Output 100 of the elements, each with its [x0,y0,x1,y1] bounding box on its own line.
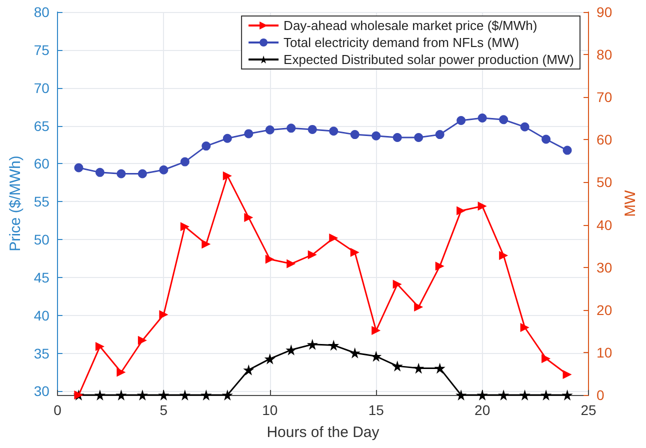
point [414,133,424,142]
y-tick-label: 35 [34,345,50,362]
point [562,146,572,155]
point [540,390,552,400]
legend-label: Total electricity demand from NFLs (MW) [284,35,520,50]
y-tick-label: 50 [34,232,50,248]
point [136,390,148,400]
point [202,142,211,151]
x-tick-label: 15 [368,402,384,418]
point [370,350,382,362]
point [434,362,446,374]
point [264,353,276,364]
y-tick-label: 60 [34,156,50,172]
point [116,169,126,178]
y-tick-label: 65 [34,118,50,134]
point [520,323,530,332]
point [456,116,466,126]
point [306,338,318,350]
point [286,344,297,356]
point [222,390,233,400]
point [392,280,402,289]
point [372,131,381,140]
point [562,370,572,380]
point [243,364,254,376]
y2-tick-label: 0 [596,387,605,403]
legend-label: Expected Distributed solar power production (MW) [284,52,574,67]
point [456,206,466,216]
point [180,222,190,232]
point [179,390,190,400]
y-tick-label: 70 [34,80,50,96]
point [329,234,338,243]
y2-tick-label: 30 [596,259,612,276]
legend-label: Day-ahead wholesale market price ($/MWh) [284,18,538,33]
point [542,354,551,364]
point [222,171,232,180]
point [435,262,444,271]
point [180,157,190,166]
point [435,130,444,140]
y2-tick-label: 60 [596,132,612,148]
x-tick-label: 20 [474,402,490,418]
point [414,302,424,312]
point [138,169,147,178]
y2-tick-label: 90 [596,4,612,20]
point [286,124,296,133]
y2-axis-title: MW [622,189,639,217]
y-tick-label: 45 [34,269,50,286]
point [200,390,212,400]
point [519,390,530,400]
point [350,248,360,257]
point [413,362,424,374]
point [499,115,508,124]
y2-tick-label: 50 [596,174,612,190]
point [265,125,274,134]
point [286,259,296,268]
y-axis-title: Price ($/MWh) [7,156,24,252]
point [520,122,530,132]
y-tick-label: 30 [34,383,50,400]
point [350,130,360,140]
point [158,390,170,400]
point [159,165,168,174]
point [308,250,317,260]
y-tick-label: 40 [34,307,50,324]
y2-tick-label: 70 [596,89,612,106]
point [329,126,338,136]
point [159,310,168,320]
x-tick-label: 10 [262,402,278,418]
point [498,390,510,400]
y-tick-label: 80 [34,4,50,20]
point [265,254,274,264]
point [95,168,104,177]
point [478,202,487,211]
point [95,342,104,351]
y2-tick-label: 40 [596,216,612,233]
point [478,113,487,122]
point [74,163,84,172]
point [308,124,317,134]
point [476,390,488,400]
point [138,336,147,345]
y2-tick-label: 10 [596,344,612,360]
point [372,326,381,336]
point [392,133,402,142]
point [349,347,360,358]
point [244,129,254,138]
y2-tick-label: 20 [596,302,612,318]
x-axis-title: Hours of the Day [266,424,380,441]
y2-tick-label: 80 [596,46,612,63]
x-tick-label: 5 [160,402,168,418]
point [202,240,211,249]
point [244,213,254,222]
point [562,390,573,400]
point [222,134,232,143]
point [392,360,403,372]
point [116,390,127,400]
x-tick-label: 0 [54,402,62,418]
point [94,390,106,400]
point [116,368,126,377]
x-tick-label: 25 [580,402,597,418]
point [328,340,340,351]
point [456,390,467,400]
point [542,134,551,144]
